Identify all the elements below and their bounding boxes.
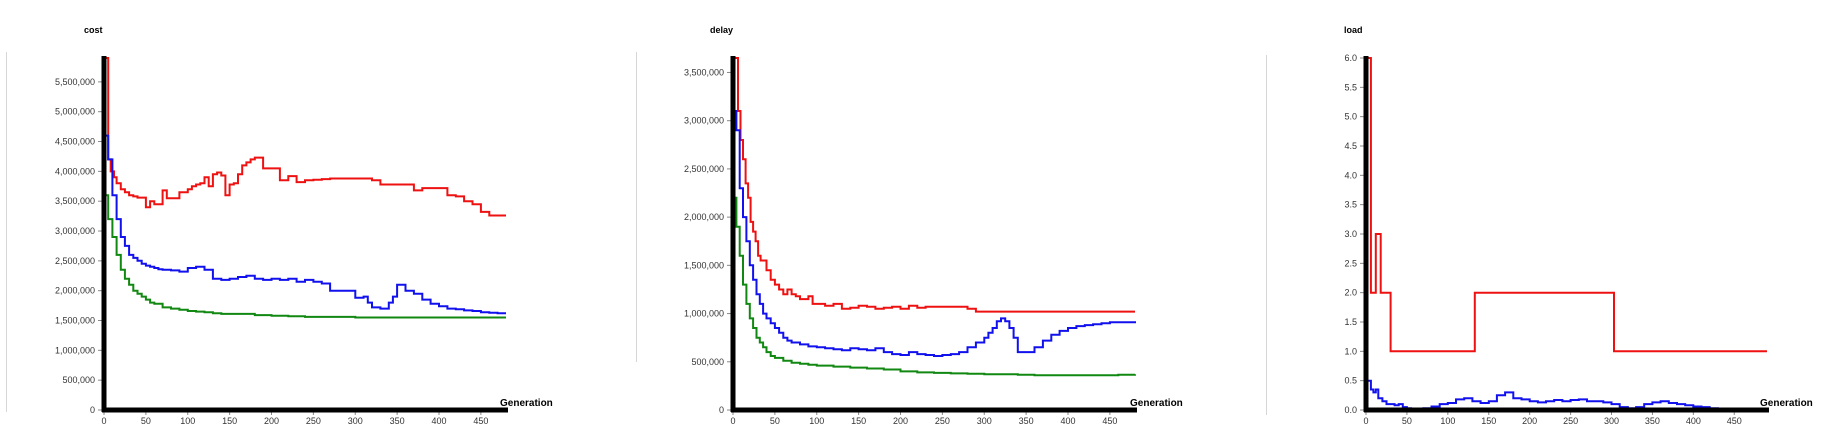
x-tick-label: 250	[935, 416, 950, 426]
y-tick-label: 5.5	[1344, 82, 1357, 92]
y-tick-label: 2,500,000	[55, 256, 95, 266]
x-tick-label: 450	[1102, 416, 1117, 426]
y-tick-label: 1,500,000	[55, 316, 95, 326]
y-tick-label: 4.5	[1344, 141, 1357, 151]
y-tick-label: 2.5	[1344, 258, 1357, 268]
x-tick-label: 300	[348, 416, 363, 426]
y-tick-label: 5,500,000	[55, 77, 95, 87]
y-tick-label: 5,000,000	[55, 107, 95, 117]
chart-title: cost	[84, 25, 103, 35]
x-tick-label: 400	[431, 416, 446, 426]
series-line-blue	[1366, 379, 1767, 411]
y-tick-label: 5.0	[1344, 112, 1357, 122]
y-tick-label: 0.5	[1344, 376, 1357, 386]
y-tick-label: 3.5	[1344, 200, 1357, 210]
y-tick-label: 3,000,000	[55, 226, 95, 236]
panel-divider-middle	[636, 52, 637, 362]
y-tick-label: 2,000,000	[684, 212, 724, 222]
y-tick-label: 3,500,000	[55, 196, 95, 206]
chart-title: delay	[710, 25, 733, 35]
y-tick-label: 4,500,000	[55, 137, 95, 147]
y-tick-label: 1.5	[1344, 317, 1357, 327]
x-tick-label: 100	[180, 416, 195, 426]
y-tick-label: 6.0	[1344, 53, 1357, 63]
panel-divider-right	[1266, 55, 1267, 415]
x-tick-label: 350	[390, 416, 405, 426]
x-tick-label: 250	[306, 416, 321, 426]
x-tick-label: 100	[809, 416, 824, 426]
x-axis-label: Generation	[1760, 398, 1813, 409]
x-tick-label: 300	[1604, 416, 1619, 426]
x-tick-label: 250	[1563, 416, 1578, 426]
x-tick-label: 450	[473, 416, 488, 426]
chart-title: load	[1344, 25, 1363, 35]
y-tick-label: 3.0	[1344, 229, 1357, 239]
y-tick-label: 1,000,000	[55, 345, 95, 355]
x-tick-label: 450	[1727, 416, 1742, 426]
x-tick-label: 400	[1060, 416, 1075, 426]
chart-panel-delay: delay 0 500,000 1,000,000 1,500,000 2,000,000…	[684, 25, 1183, 426]
y-tick-label: 500,000	[691, 357, 724, 367]
series-line-red	[104, 57, 506, 217]
y-tick-label: 1.0	[1344, 346, 1357, 356]
y-tick-label: 0	[90, 405, 95, 415]
x-tick-label: 50	[770, 416, 780, 426]
y-tick-label: 2.0	[1344, 288, 1357, 298]
chart-panel-load: load 0.0 0.5 1.0 1.5 2.0 2.5 3.0 3.5 4.0 4.5 5.0 5.5…	[1344, 25, 1813, 426]
chart-panel-cost: cost 0 500,000 1,000,000 1,500,000 2,000,000 2…	[55, 25, 553, 426]
series-line-red	[1366, 57, 1767, 353]
x-tick-label: 100	[1440, 416, 1455, 426]
y-tick-label: 2,500,000	[684, 164, 724, 174]
x-tick-label: 350	[1019, 416, 1034, 426]
series-line-blue	[104, 134, 506, 315]
y-tick-label: 0	[719, 405, 724, 415]
x-axis-label: Generation	[1130, 398, 1183, 409]
x-tick-label: 0	[101, 416, 106, 426]
y-tick-label: 4,000,000	[55, 166, 95, 176]
x-tick-label: 50	[141, 416, 151, 426]
series-line-green	[104, 194, 506, 319]
y-tick-label: 3,500,000	[684, 67, 724, 77]
series-line-blue	[733, 110, 1136, 357]
x-tick-label: 200	[1522, 416, 1537, 426]
x-tick-label: 300	[977, 416, 992, 426]
x-tick-label: 0	[1363, 416, 1368, 426]
y-tick-label: 1,000,000	[684, 309, 724, 319]
y-tick-label: 4.0	[1344, 170, 1357, 180]
y-tick-label: 500,000	[62, 375, 95, 385]
y-tick-label: 0.0	[1344, 405, 1357, 415]
x-tick-label: 150	[222, 416, 237, 426]
y-tick-label: 2,000,000	[55, 286, 95, 296]
x-tick-label: 50	[1402, 416, 1412, 426]
series-line-green	[733, 196, 1136, 377]
x-axis-label: Generation	[500, 398, 553, 409]
x-tick-label: 150	[851, 416, 866, 426]
x-tick-label: 0	[730, 416, 735, 426]
panel-divider-left	[6, 52, 7, 412]
x-tick-label: 150	[1481, 416, 1496, 426]
y-tick-label: 1,500,000	[684, 260, 724, 270]
x-tick-label: 200	[893, 416, 908, 426]
series-line-red	[733, 57, 1135, 313]
x-tick-label: 350	[1645, 416, 1660, 426]
x-tick-label: 400	[1686, 416, 1701, 426]
x-tick-label: 200	[264, 416, 279, 426]
y-tick-label: 3,000,000	[684, 116, 724, 126]
